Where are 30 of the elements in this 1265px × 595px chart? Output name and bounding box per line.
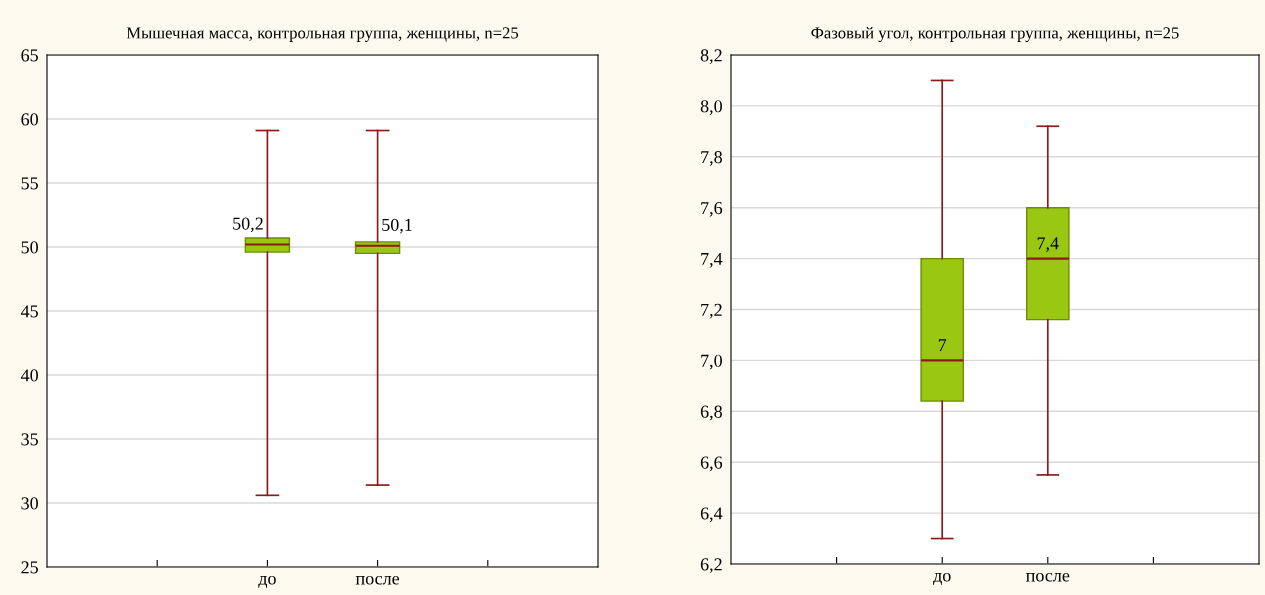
y-tick-label: 7,6: [701, 202, 723, 217]
x-tick-label: до: [933, 572, 951, 585]
y-tick-label: 65: [21, 49, 38, 62]
x-tick-label: после: [1026, 572, 1070, 582]
y-tick-label: 30: [21, 497, 38, 510]
y-tick-label: 60: [21, 113, 38, 126]
chart-title: Фазовый угол, контрольная группа, женщины, n=25: [811, 26, 1179, 42]
x-tick-label: после: [355, 575, 400, 585]
y-tick-label: 7,4: [701, 252, 723, 268]
annotation: 7,4: [1037, 237, 1059, 252]
chart-title: Мышечная масса, контрольная группа, женщины, n=25: [126, 27, 519, 42]
annotation: 50,1: [382, 218, 412, 234]
y-tick-label: 6,6: [700, 456, 723, 472]
annotation: 7: [938, 339, 947, 351]
y-tick-label: 25: [21, 561, 38, 574]
y-tick-label: 6,8: [700, 405, 722, 421]
y-tick-label: 6,2: [700, 558, 722, 574]
x-tick-label: до: [258, 575, 276, 588]
y-tick-label: 55: [21, 177, 38, 190]
y-tick-label: 35: [21, 433, 38, 446]
y-tick-label: 8,0: [700, 100, 722, 115]
y-tick-label: 45: [20, 305, 38, 318]
y-tick-label: 50: [21, 241, 38, 254]
y-tick-label: 8,2: [700, 49, 722, 65]
y-tick-label: 40: [20, 369, 38, 382]
y-tick-label: 6,4: [700, 507, 723, 523]
y-tick-label: 7,8: [701, 151, 722, 166]
y-tick-label: 7,0: [701, 354, 722, 370]
y-tick-label: 7,2: [701, 303, 722, 319]
annotation: 50,2: [233, 217, 263, 233]
